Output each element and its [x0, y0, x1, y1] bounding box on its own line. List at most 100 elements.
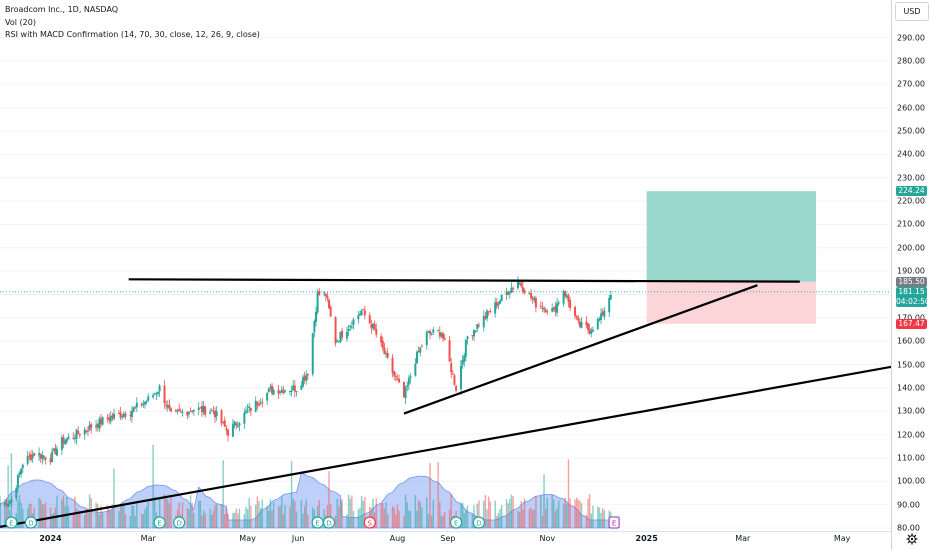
candle-body [476, 324, 479, 329]
candle-body [288, 391, 291, 393]
candle-body [341, 330, 344, 338]
volume-bar [460, 503, 462, 528]
volume-bar [416, 510, 418, 528]
bar-countdown: 04:02:50 [896, 296, 930, 306]
candle-body [380, 336, 383, 343]
trendline [0, 365, 891, 528]
candle-body [539, 305, 542, 307]
volume-bar [391, 506, 394, 528]
time-scale[interactable] [0, 531, 891, 551]
time-axis-label: 2024 [39, 534, 62, 543]
svg-text:E: E [9, 520, 13, 528]
candle-body [311, 333, 314, 375]
volume-bar [30, 503, 32, 528]
candle-body [324, 293, 327, 297]
candle-body [301, 377, 304, 387]
price-scale[interactable] [891, 0, 932, 550]
volume-bar [489, 501, 491, 528]
volume-bar [212, 510, 215, 528]
candle-body [596, 319, 599, 330]
candle-body [358, 313, 361, 316]
candle-body [306, 373, 309, 376]
split-marker: S [363, 516, 376, 529]
currency-button[interactable]: USD [895, 2, 929, 21]
candle-body [420, 346, 423, 348]
candle-body [575, 315, 578, 318]
candle-body [562, 291, 565, 304]
candle-body [111, 415, 114, 418]
candle-body [329, 306, 332, 317]
candle-body [33, 452, 36, 456]
price-tick-label: 140.00 [897, 383, 925, 393]
candle-body [505, 292, 508, 295]
volume-bar [290, 461, 293, 528]
volume-bar [269, 498, 272, 528]
volume-bar [294, 500, 296, 528]
volume-bar [235, 508, 237, 528]
volume-bar [211, 514, 213, 528]
candle-body [143, 401, 146, 405]
volume-bar [364, 496, 366, 528]
volume-bar [87, 508, 89, 528]
volume-bar [496, 515, 498, 528]
candle-body [609, 294, 612, 300]
volume-bar [136, 502, 138, 528]
volume-bar [372, 498, 374, 528]
candle-body [7, 503, 10, 508]
svg-text:E: E [157, 520, 161, 528]
candle-body [406, 385, 409, 387]
candle-body [64, 440, 67, 445]
candle-body [181, 411, 184, 413]
volume-bar [186, 507, 189, 528]
gear-icon[interactable] [906, 533, 918, 545]
symbol-title[interactable]: Broadcom Inc., 1D, NASDAQ [5, 5, 119, 14]
candle-body [471, 335, 474, 337]
volume-bar [170, 495, 172, 528]
volume-bar [22, 508, 24, 528]
volume-bar [585, 515, 588, 528]
earnings-marker: E [153, 516, 166, 529]
volume-bar [305, 499, 307, 528]
candle-body [259, 403, 262, 405]
candle-body [5, 503, 8, 506]
price-tick-label: 110.00 [897, 453, 925, 463]
candle-body [117, 413, 120, 415]
volume-bar [601, 508, 604, 528]
volume-bar [326, 505, 329, 528]
candle-body [521, 287, 524, 292]
volume-bar [507, 503, 509, 528]
candle-body [482, 315, 485, 328]
volume-bar [450, 494, 452, 528]
entry-price-tag: 185.50 [896, 276, 927, 287]
candle-body [98, 418, 101, 429]
volume-bar [111, 504, 114, 528]
candle-body [88, 424, 91, 431]
candle-body [8, 501, 11, 504]
candle-body [192, 409, 195, 412]
candle-body [326, 295, 329, 299]
candle-body [443, 338, 446, 340]
volume-bar [408, 510, 410, 528]
rsi-macd-indicator-label[interactable]: RSI with MACD Confirmation (14, 70, 30, … [5, 30, 260, 39]
candle-body [305, 374, 308, 382]
candle-body [10, 499, 13, 503]
candle-body [546, 311, 549, 313]
volume-indicator-label[interactable]: Vol (20) [5, 17, 36, 27]
candle-body [106, 417, 109, 419]
candle-body [508, 292, 511, 294]
candle-body [244, 411, 247, 413]
volume-bar [473, 505, 475, 528]
candle-body [585, 321, 588, 326]
candle-body [339, 331, 342, 343]
volume-bar [225, 508, 228, 528]
price-tick-label: 80.00 [897, 523, 920, 533]
candle-body [168, 404, 171, 409]
candle-body [246, 409, 249, 411]
time-axis-label: May [239, 534, 256, 543]
candle-body [235, 423, 238, 426]
volume-bar [84, 514, 86, 528]
volume-bar [284, 505, 286, 528]
volume-bar [566, 503, 568, 528]
